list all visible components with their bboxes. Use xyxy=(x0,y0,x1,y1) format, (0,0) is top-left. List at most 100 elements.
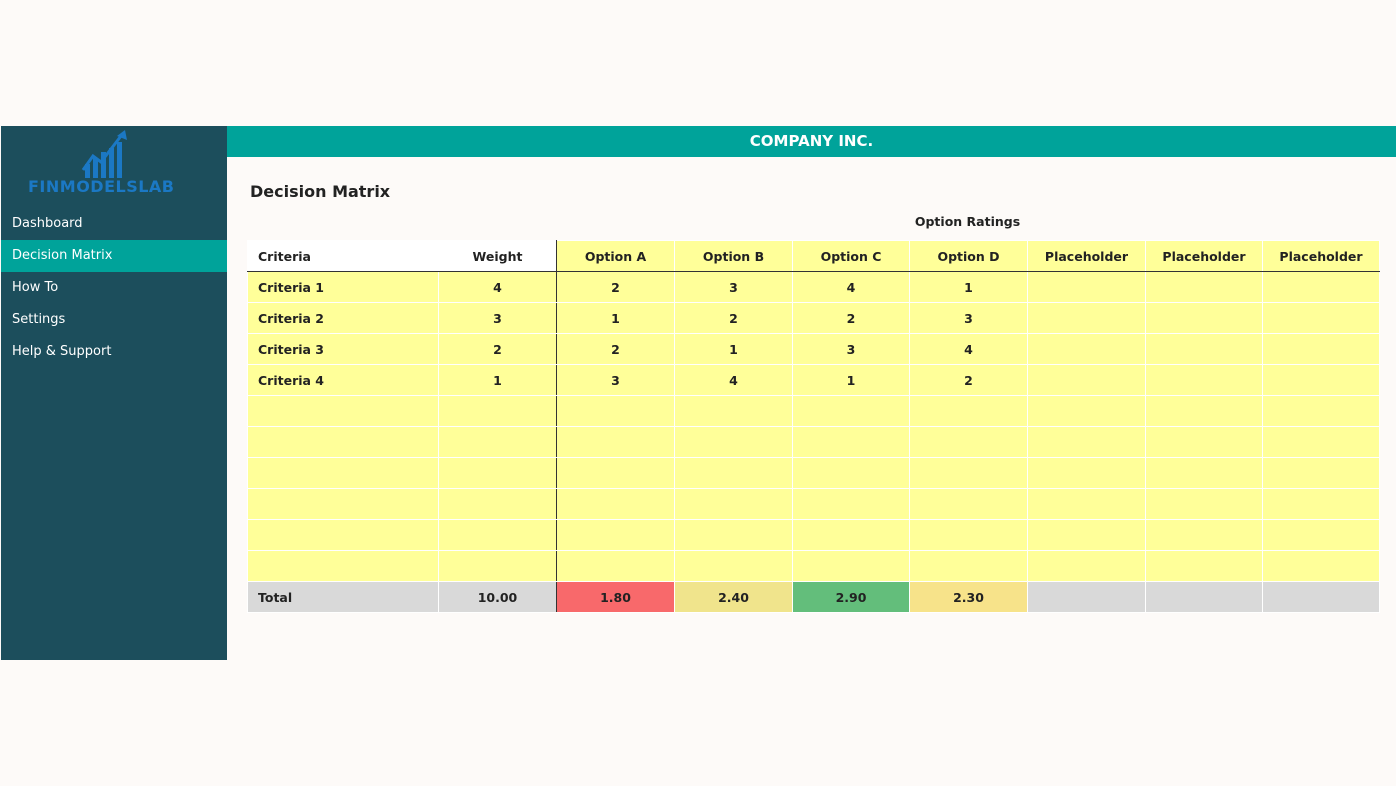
rating-cell[interactable] xyxy=(674,395,793,427)
rating-cell[interactable]: 2 xyxy=(792,302,910,334)
criteria-cell[interactable]: Criteria 1 xyxy=(247,271,439,303)
criteria-cell[interactable]: Criteria 2 xyxy=(247,302,439,334)
rating-cell[interactable]: 1 xyxy=(674,333,793,365)
rating-cell[interactable] xyxy=(792,426,910,458)
column-header[interactable]: Placeholder xyxy=(1145,240,1263,272)
rating-cell[interactable] xyxy=(556,395,675,427)
rating-cell[interactable] xyxy=(1145,550,1263,582)
rating-cell[interactable]: 3 xyxy=(792,333,910,365)
rating-cell[interactable] xyxy=(674,519,793,551)
rating-cell[interactable] xyxy=(1027,302,1146,334)
criteria-cell[interactable] xyxy=(247,457,439,489)
rating-cell[interactable] xyxy=(1145,519,1263,551)
rating-cell[interactable]: 2 xyxy=(556,333,675,365)
rating-cell[interactable] xyxy=(1027,488,1146,520)
rating-cell[interactable]: 2 xyxy=(556,271,675,303)
rating-cell[interactable]: 4 xyxy=(674,364,793,396)
rating-cell[interactable] xyxy=(1262,302,1380,334)
rating-cell[interactable] xyxy=(1262,550,1380,582)
rating-cell[interactable] xyxy=(1262,364,1380,396)
rating-cell[interactable] xyxy=(909,426,1028,458)
criteria-cell[interactable] xyxy=(247,488,439,520)
column-header[interactable]: Placeholder xyxy=(1262,240,1380,272)
rating-cell[interactable] xyxy=(674,488,793,520)
rating-cell[interactable] xyxy=(1145,271,1263,303)
rating-cell[interactable] xyxy=(792,550,910,582)
rating-cell[interactable]: 2 xyxy=(909,364,1028,396)
rating-cell[interactable] xyxy=(1027,271,1146,303)
rating-cell[interactable] xyxy=(1027,457,1146,489)
rating-cell[interactable] xyxy=(1145,488,1263,520)
column-header[interactable]: Option D xyxy=(909,240,1028,272)
logo[interactable]: FINMODELSLAB xyxy=(1,126,227,208)
rating-cell[interactable] xyxy=(1027,426,1146,458)
criteria-cell[interactable] xyxy=(247,426,439,458)
rating-cell[interactable]: 3 xyxy=(909,302,1028,334)
rating-cell[interactable] xyxy=(909,550,1028,582)
rating-cell[interactable] xyxy=(909,488,1028,520)
criteria-cell[interactable]: Criteria 4 xyxy=(247,364,439,396)
weight-cell[interactable] xyxy=(438,488,557,520)
sidebar-item-dashboard[interactable]: Dashboard xyxy=(12,216,83,231)
weight-cell[interactable] xyxy=(438,457,557,489)
rating-cell[interactable] xyxy=(1145,457,1263,489)
criteria-cell[interactable] xyxy=(247,519,439,551)
rating-cell[interactable] xyxy=(1027,550,1146,582)
rating-cell[interactable]: 1 xyxy=(556,302,675,334)
rating-cell[interactable] xyxy=(556,457,675,489)
weight-cell[interactable] xyxy=(438,426,557,458)
rating-cell[interactable] xyxy=(1262,488,1380,520)
rating-cell[interactable] xyxy=(1262,426,1380,458)
weight-cell[interactable] xyxy=(438,550,557,582)
rating-cell[interactable] xyxy=(1027,333,1146,365)
rating-cell[interactable] xyxy=(792,519,910,551)
rating-cell[interactable] xyxy=(1145,426,1263,458)
rating-cell[interactable] xyxy=(1262,333,1380,365)
rating-cell[interactable] xyxy=(556,550,675,582)
weight-cell[interactable]: 4 xyxy=(438,271,557,303)
rating-cell[interactable]: 4 xyxy=(792,271,910,303)
rating-cell[interactable] xyxy=(1262,271,1380,303)
rating-cell[interactable] xyxy=(1262,395,1380,427)
rating-cell[interactable] xyxy=(1027,395,1146,427)
rating-cell[interactable] xyxy=(1145,302,1263,334)
criteria-cell[interactable] xyxy=(247,395,439,427)
criteria-cell[interactable] xyxy=(247,550,439,582)
rating-cell[interactable]: 1 xyxy=(909,271,1028,303)
rating-cell[interactable] xyxy=(909,457,1028,489)
column-header[interactable]: Option A xyxy=(556,240,675,272)
weight-cell[interactable]: 3 xyxy=(438,302,557,334)
weight-cell[interactable]: 2 xyxy=(438,333,557,365)
rating-cell[interactable] xyxy=(1145,333,1263,365)
criteria-cell[interactable]: Criteria 3 xyxy=(247,333,439,365)
rating-cell[interactable] xyxy=(674,426,793,458)
rating-cell[interactable] xyxy=(1145,395,1263,427)
column-header[interactable]: Option B xyxy=(674,240,793,272)
rating-cell[interactable] xyxy=(909,395,1028,427)
rating-cell[interactable]: 2 xyxy=(674,302,793,334)
sidebar-item-help-support[interactable]: Help & Support xyxy=(12,344,112,359)
rating-cell[interactable] xyxy=(556,519,675,551)
rating-cell[interactable]: 3 xyxy=(556,364,675,396)
rating-cell[interactable] xyxy=(1027,519,1146,551)
rating-cell[interactable] xyxy=(556,426,675,458)
rating-cell[interactable]: 3 xyxy=(674,271,793,303)
rating-cell[interactable] xyxy=(792,488,910,520)
rating-cell[interactable]: 4 xyxy=(909,333,1028,365)
weight-cell[interactable] xyxy=(438,519,557,551)
sidebar-item-decision-matrix[interactable]: Decision Matrix xyxy=(1,240,227,272)
sidebar-item-settings[interactable]: Settings xyxy=(12,312,66,327)
sidebar-item-how-to[interactable]: How To xyxy=(12,280,59,295)
rating-cell[interactable] xyxy=(792,457,910,489)
rating-cell[interactable]: 1 xyxy=(792,364,910,396)
rating-cell[interactable] xyxy=(909,519,1028,551)
rating-cell[interactable] xyxy=(1262,519,1380,551)
rating-cell[interactable] xyxy=(556,488,675,520)
rating-cell[interactable] xyxy=(1145,364,1263,396)
weight-cell[interactable]: 1 xyxy=(438,364,557,396)
rating-cell[interactable] xyxy=(674,457,793,489)
weight-cell[interactable] xyxy=(438,395,557,427)
column-header[interactable]: Option C xyxy=(792,240,910,272)
column-header[interactable]: Placeholder xyxy=(1027,240,1146,272)
rating-cell[interactable] xyxy=(1027,364,1146,396)
